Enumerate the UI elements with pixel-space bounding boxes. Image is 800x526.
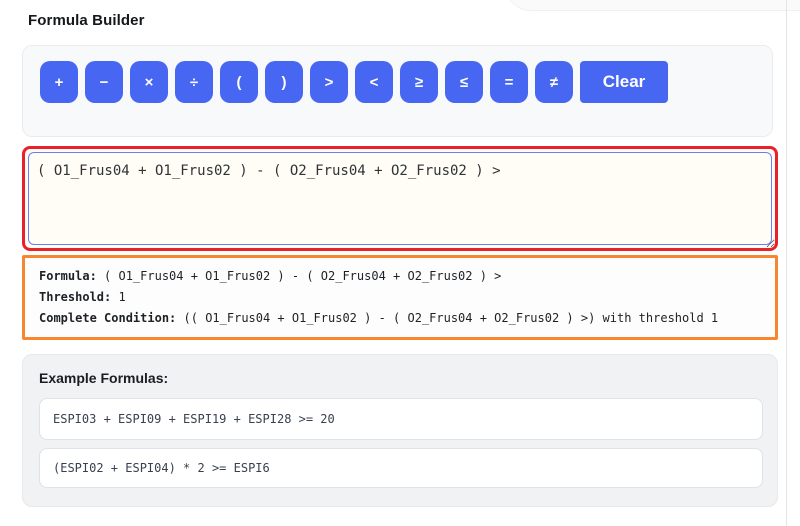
- summary-condition-line: Complete Condition: (( O1_Frus04 + O1_Fr…: [39, 308, 763, 329]
- operator-minus-button[interactable]: −: [85, 61, 123, 103]
- operator-open-paren-button[interactable]: (: [220, 61, 258, 103]
- operator-close-paren-button[interactable]: ): [265, 61, 303, 103]
- examples-section: Example Formulas: ESPI03 + ESPI09 + ESPI…: [22, 354, 778, 507]
- threshold-label: Threshold:: [39, 290, 112, 304]
- operator-toolbar: + − × ÷ ( ) > < ≥ ≤ = ≠ Clear: [22, 45, 773, 137]
- formula-value: ( O1_Frus04 + O1_Frus02 ) - ( O2_Frus04 …: [104, 269, 502, 283]
- complete-condition-value: (( O1_Frus04 + O1_Frus02 ) - ( O2_Frus04…: [183, 311, 719, 325]
- operator-less-than-button[interactable]: <: [355, 61, 393, 103]
- threshold-value: 1: [118, 290, 126, 304]
- formula-summary-box: Formula: ( O1_Frus04 + O1_Frus02 ) - ( O…: [22, 255, 778, 340]
- page-right-border: [786, 0, 787, 526]
- operator-less-equal-button[interactable]: ≤: [445, 61, 483, 103]
- formula-label: Formula:: [39, 269, 97, 283]
- summary-threshold-line: Threshold: 1: [39, 287, 763, 308]
- page-title: Formula Builder: [28, 12, 145, 29]
- complete-condition-label: Complete Condition:: [39, 311, 177, 325]
- examples-heading: Example Formulas:: [39, 370, 169, 386]
- summary-formula-line: Formula: ( O1_Frus04 + O1_Frus02 ) - ( O…: [39, 266, 763, 287]
- formula-input-wrapper: ( O1_Frus04 + O1_Frus02 ) - ( O2_Frus04 …: [22, 146, 778, 251]
- formula-input[interactable]: ( O1_Frus04 + O1_Frus02 ) - ( O2_Frus04 …: [25, 149, 775, 248]
- operator-multiply-button[interactable]: ×: [130, 61, 168, 103]
- operator-plus-button[interactable]: +: [40, 61, 78, 103]
- operator-greater-equal-button[interactable]: ≥: [400, 61, 438, 103]
- background-card-edge: [505, 0, 800, 11]
- clear-button[interactable]: Clear: [580, 61, 668, 103]
- content-container: Formula Builder + − × ÷ ( ) > < ≥ ≤ = ≠ …: [22, 12, 778, 507]
- example-formula-2: (ESPI02 + ESPI04) * 2 >= ESPI6: [39, 448, 763, 488]
- operator-divide-button[interactable]: ÷: [175, 61, 213, 103]
- operator-greater-than-button[interactable]: >: [310, 61, 348, 103]
- example-formula-1: ESPI03 + ESPI09 + ESPI19 + ESPI28 >= 20: [39, 398, 763, 440]
- operator-not-equal-button[interactable]: ≠: [535, 61, 573, 103]
- operator-equals-button[interactable]: =: [490, 61, 528, 103]
